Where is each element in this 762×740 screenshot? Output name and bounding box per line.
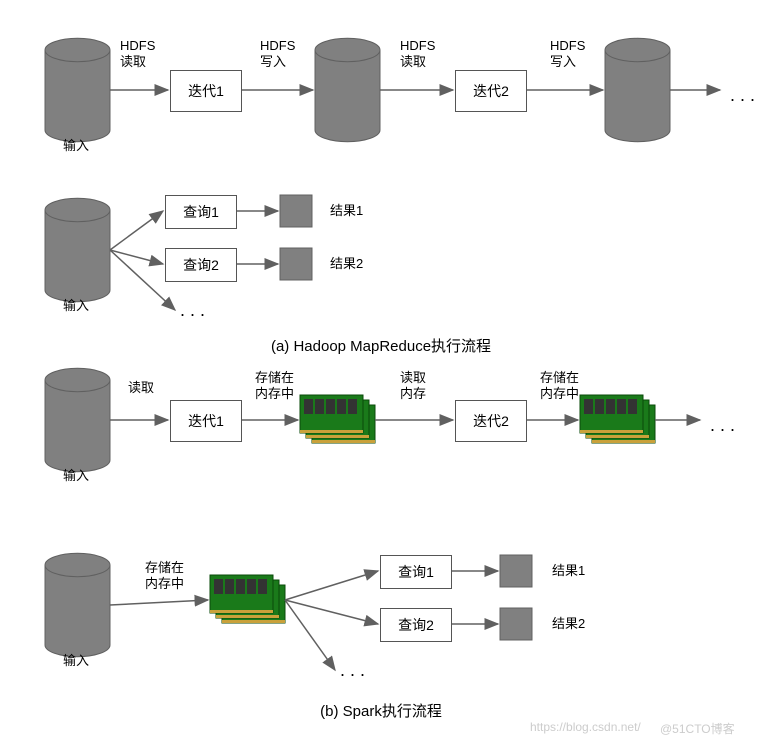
dots-2: . . . [180, 300, 205, 322]
result1-b: 结果1 [552, 563, 585, 579]
query2-box-a: 查询2 [165, 248, 237, 282]
watermark-2: @51CTO博客 [660, 720, 735, 737]
hdfs-read-1: HDFS 读取 [120, 38, 155, 69]
storemem-3: 存储在 内存中 [145, 560, 184, 591]
readmem-1: 读取 内存 [400, 370, 426, 401]
input-2: 输入 [63, 298, 89, 314]
iter2-box-a: 迭代2 [455, 70, 527, 112]
query1-box-a: 查询1 [165, 195, 237, 229]
iter2-box-b: 迭代2 [455, 400, 527, 442]
hdfs-read-2: HDFS 读取 [400, 38, 435, 69]
input-4: 输入 [63, 653, 89, 669]
iter1-box-a: 迭代1 [170, 70, 242, 112]
input-3: 输入 [63, 468, 89, 484]
storemem-1: 存储在 内存中 [255, 370, 294, 401]
dots-4: . . . [340, 660, 365, 682]
storemem-2: 存储在 内存中 [540, 370, 579, 401]
iter1-box-b: 迭代1 [170, 400, 242, 442]
read-1: 读取 [128, 380, 154, 396]
result2-b: 结果2 [552, 616, 585, 632]
result2-a: 结果2 [330, 256, 363, 272]
input-1: 输入 [63, 138, 89, 154]
watermark-1: https://blog.csdn.net/ [530, 720, 641, 734]
hdfs-write-1: HDFS 写入 [260, 38, 295, 69]
dots-3: . . . [710, 415, 735, 437]
query1-box-b: 查询1 [380, 555, 452, 589]
caption-a: (a) Hadoop MapReduce执行流程 [0, 335, 762, 356]
hdfs-write-2: HDFS 写入 [550, 38, 585, 69]
query2-box-b: 查询2 [380, 608, 452, 642]
dots-1: . . . [730, 85, 755, 107]
caption-b: (b) Spark执行流程 [0, 700, 762, 721]
result1-a: 结果1 [330, 203, 363, 219]
